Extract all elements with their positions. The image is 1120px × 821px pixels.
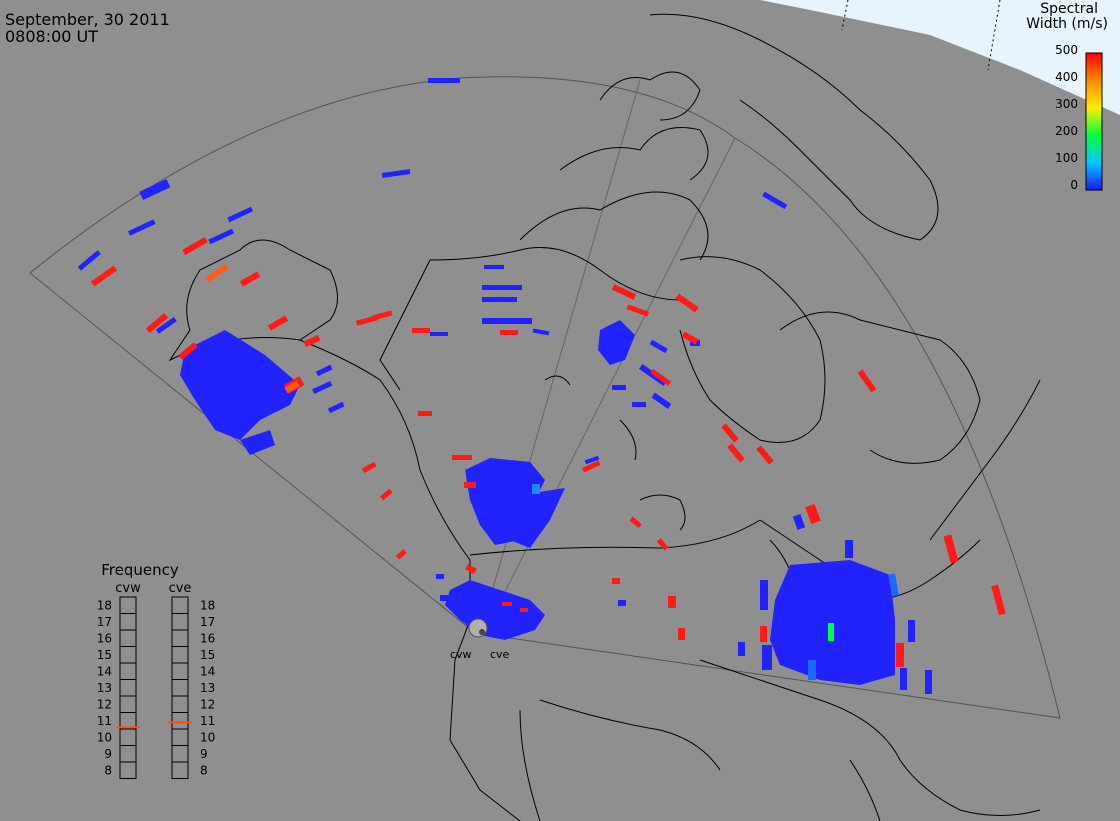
frequency-cell [171,695,189,713]
frequency-scale-label: 10 [200,730,215,744]
frequency-cell [171,613,189,631]
radar-sites: cvw cve [450,618,510,661]
frequency-cell [119,679,137,697]
legend-tick: 200 [1055,124,1078,138]
frequency-label-cve: cve [169,581,192,596]
scatter-highlights [532,484,899,680]
frequency-cell [171,646,189,664]
frequency-cell [171,728,189,746]
frequency-cell [171,745,189,763]
frequency-cell [171,662,189,680]
beam-divider-east [483,137,736,634]
frequency-scale-label: 12 [200,697,215,711]
frequency-scale-label: 8 [104,763,112,777]
frequency-scale-label: 18 [200,598,215,612]
legend-tick: 300 [1055,97,1078,111]
frequency-scale-label: 17 [200,615,215,629]
scatter-orange [205,263,300,394]
frequency-cell [171,679,189,697]
frequency-cell [119,662,137,680]
frequency-scale-label: 11 [97,714,112,728]
polar-dotted-line [841,0,1001,71]
frequency-scale-label: 16 [200,631,215,645]
frequency-scale-label: 11 [200,714,215,728]
frequency-scale-label: 15 [200,648,215,662]
frequency-scale-label: 14 [200,664,215,678]
frequency-cell [119,761,137,779]
frequency-scale-label: 9 [200,747,208,761]
frequency-scale-label: 15 [97,648,112,662]
frequency-scale-label: 13 [200,681,215,695]
legend-tick: 500 [1055,43,1078,57]
legend-title-line2: Width (m/s) [1026,16,1108,32]
frequency-panel: Frequency cvw cve 18 18 17 17 16 16 15 15 14 14 13… [97,561,215,779]
map-date: September, 30 2011 [5,10,170,29]
polar-region [760,0,1120,115]
frequency-cell [119,646,137,664]
map-time: 0808:00 UT [5,27,98,46]
frequency-scale-label: 14 [97,664,112,678]
legend-tick: 100 [1055,151,1078,165]
frequency-scale-label: 8 [200,763,208,777]
frequency-cell [171,629,189,647]
frequency-cell [171,761,189,779]
radar-label-west: cvw [450,648,472,661]
frequency-scale-label: 9 [104,747,112,761]
frequency-cell [119,596,137,614]
radar-label-east: cve [490,648,510,661]
frequency-title: Frequency [101,561,179,579]
frequency-cell [119,695,137,713]
frequency-scale-label: 10 [97,730,112,744]
frequency-scale-label: 16 [97,631,112,645]
spectral-width-legend: Spectral Width (m/s) 500 400 300 200 100… [1026,1,1108,192]
frequency-label-cvw: cvw [115,581,141,596]
frequency-cell [119,629,137,647]
frequency-scale-label: 18 [97,598,112,612]
scatter-blue [77,78,932,694]
frequency-cell [171,596,189,614]
legend-tick: 400 [1055,70,1078,84]
legend-title-line1: Spectral [1040,1,1098,17]
frequency-scale-label: 13 [97,681,112,695]
coastlines [168,13,1041,821]
legend-colorbar [1085,52,1103,191]
frequency-cell [119,745,137,763]
field-of-view-outline [29,76,1061,719]
frequency-scale-label: 17 [97,615,112,629]
frequency-cell [171,712,189,730]
frequency-scale-label: 12 [97,697,112,711]
frequency-cell [119,728,137,746]
frequency-cell [119,613,137,631]
legend-tick: 0 [1070,178,1078,192]
